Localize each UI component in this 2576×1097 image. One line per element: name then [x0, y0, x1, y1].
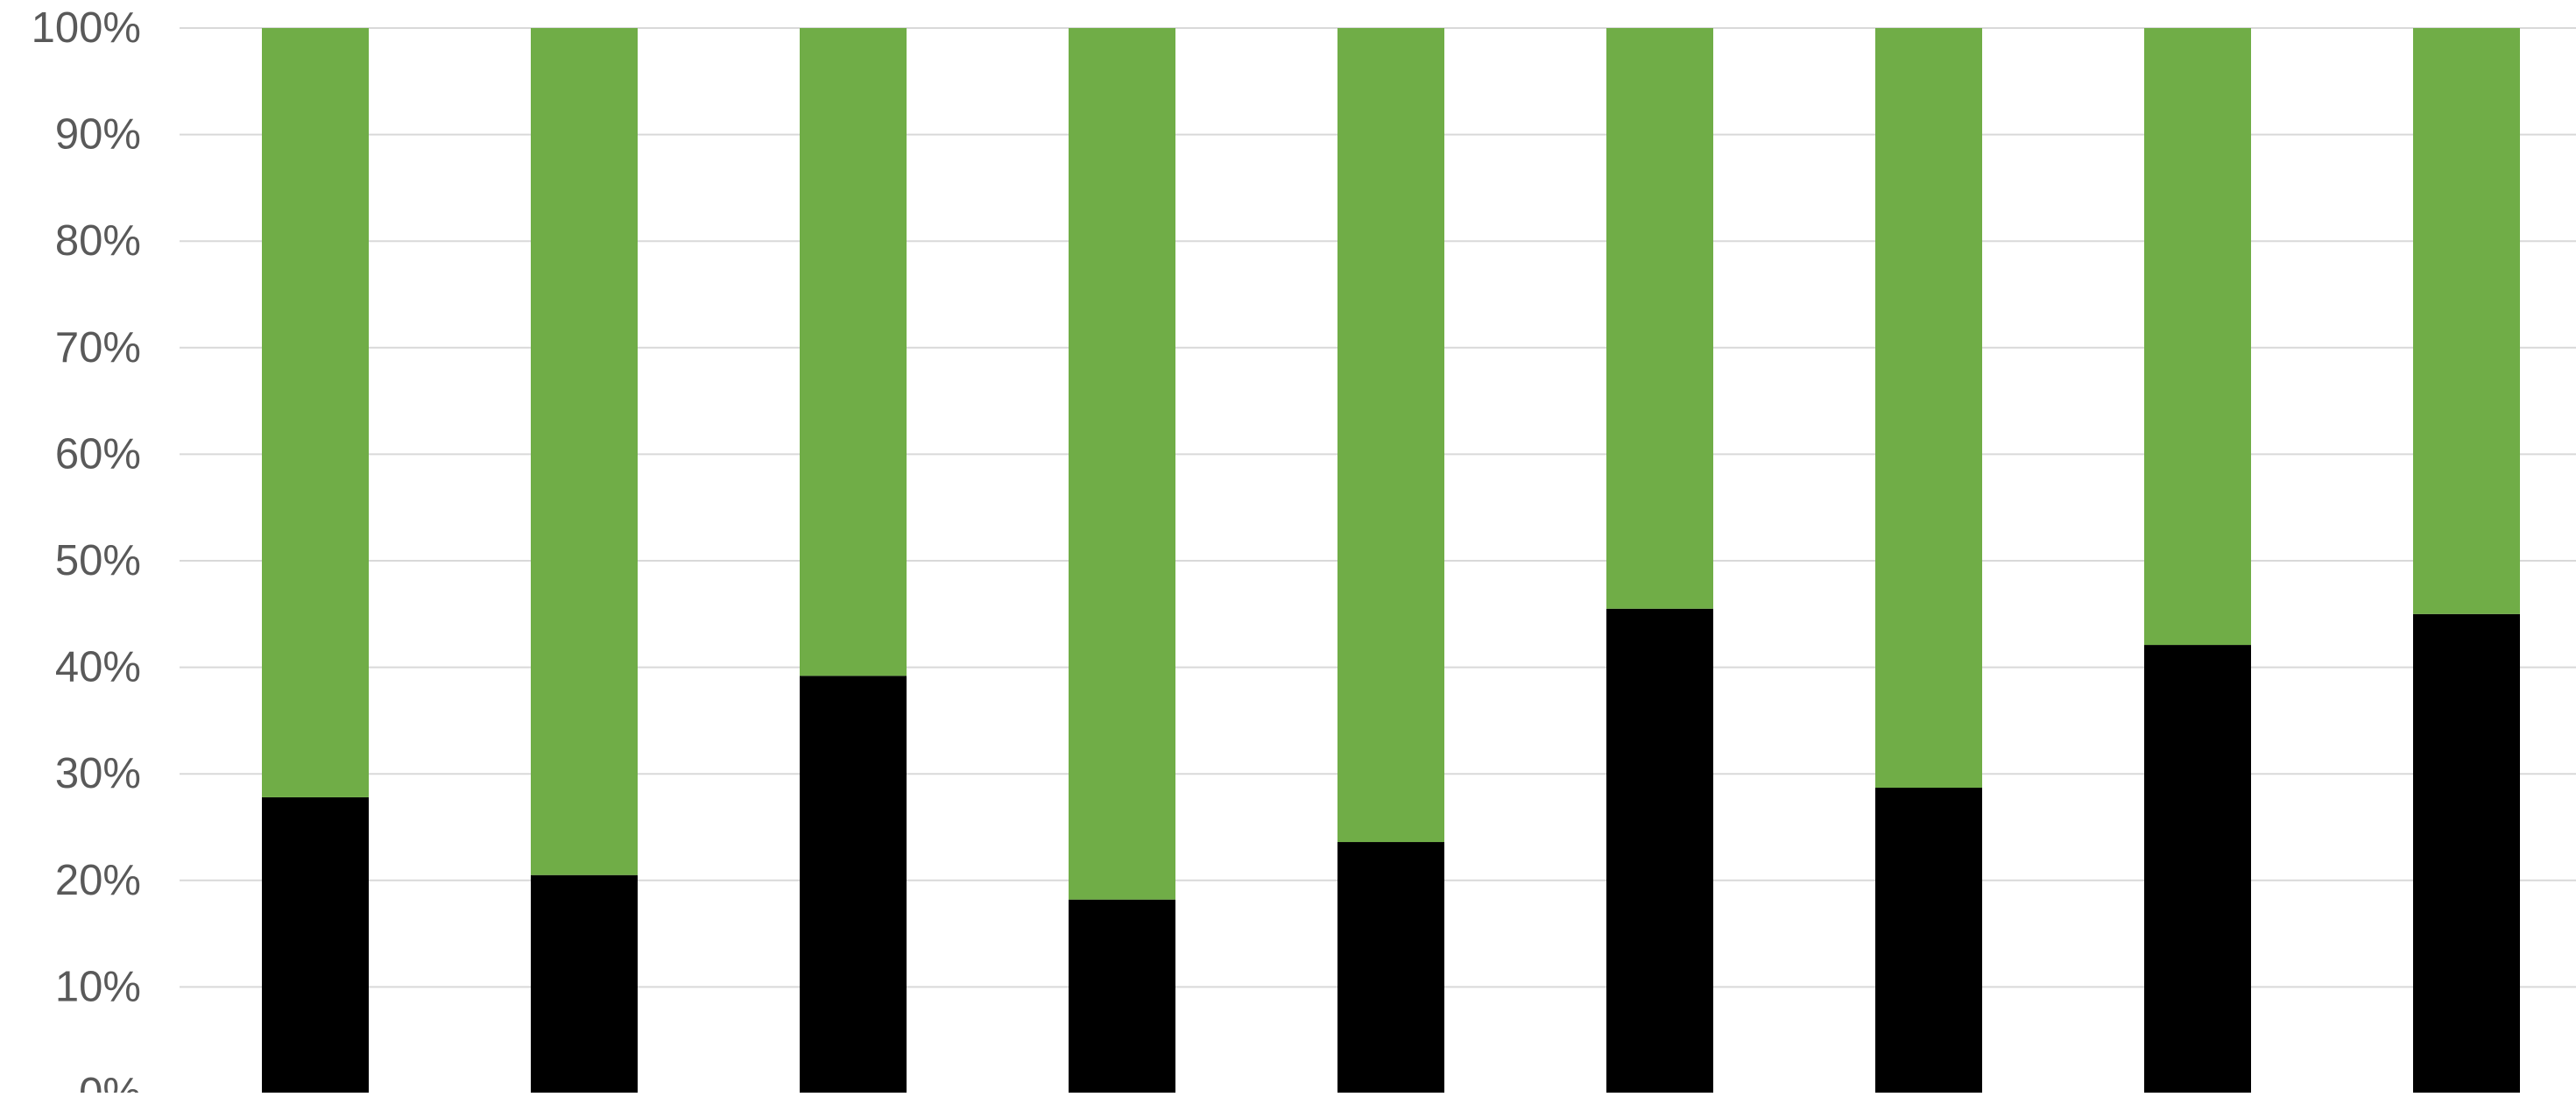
bar-segment-series-2-category-4 [1069, 28, 1175, 900]
bar-segment-series-1-category-8 [2144, 645, 2251, 1093]
bar-segment-series-2-category-1 [262, 28, 369, 797]
y-tick-label: 100% [32, 4, 141, 52]
bar-segment-series-2-category-9 [2413, 28, 2520, 614]
bar-segment-series-1-category-1 [262, 796, 369, 1093]
bar-segment-series-2-category-8 [2144, 28, 2251, 646]
y-tick-label: 70% [55, 324, 141, 372]
y-tick-label: 90% [55, 111, 141, 159]
bar-segment-series-1-category-5 [1337, 842, 1444, 1093]
y-tick-label: 50% [55, 537, 141, 584]
bar-segment-series-2-category-3 [800, 28, 907, 676]
bar-segment-series-1-category-2 [531, 874, 638, 1093]
bar-segment-series-1-category-3 [800, 676, 907, 1093]
bar-segment-series-2-category-5 [1337, 28, 1444, 843]
bar-segment-series-1-category-6 [1606, 608, 1713, 1093]
y-tick-label: 60% [55, 430, 141, 478]
y-tick-label: 30% [55, 750, 141, 797]
bar-segment-series-2-category-2 [531, 28, 638, 875]
y-tick-label: 80% [55, 217, 141, 265]
bar-segment-series-1-category-4 [1069, 899, 1175, 1093]
y-tick-label: 40% [55, 644, 141, 691]
bar-segment-series-1-category-7 [1875, 788, 1982, 1093]
bar-series [262, 28, 2520, 1093]
bar-segment-series-2-category-7 [1875, 28, 1982, 789]
y-tick-label: 0% [79, 1070, 141, 1093]
y-tick-label: 20% [55, 857, 141, 904]
bar-segment-series-1-category-9 [2413, 613, 2520, 1093]
y-axis-tick-labels: 0% 10% 20% 30% 40% 50% 60% 70% 80% 90% 100% [32, 4, 141, 1097]
y-tick-label: 10% [55, 963, 141, 1010]
bar-segment-series-2-category-6 [1606, 28, 1713, 609]
